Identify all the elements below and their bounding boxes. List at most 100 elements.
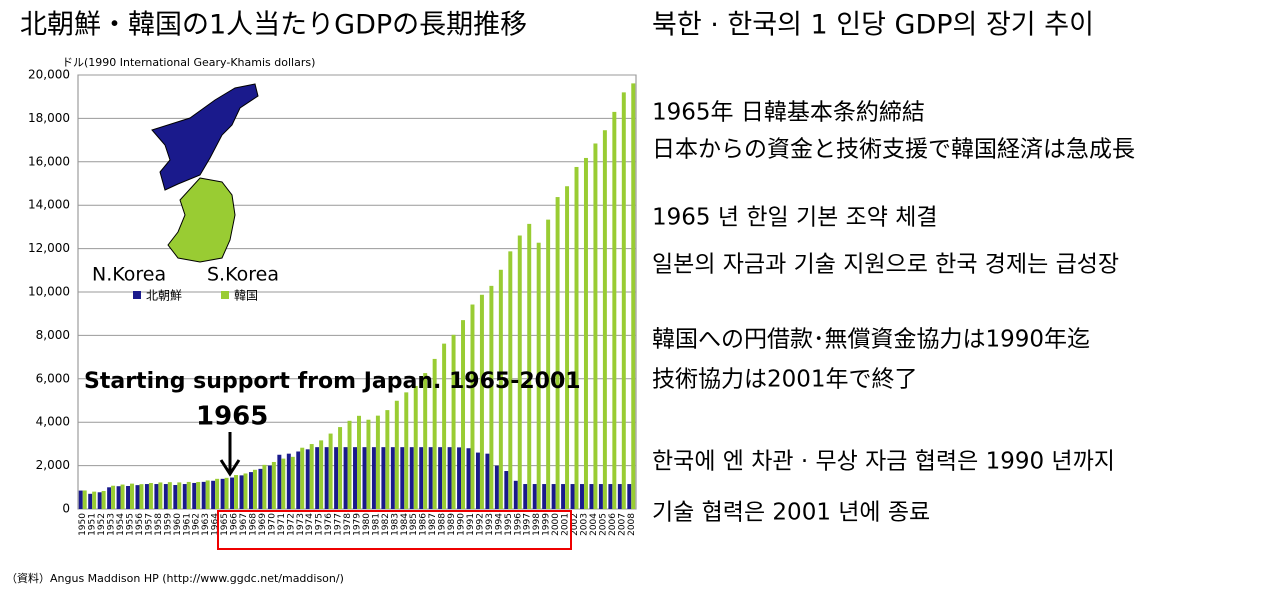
bar (551, 484, 556, 509)
bar (101, 490, 106, 509)
x-tick-label: 1981 (371, 513, 381, 536)
bar (475, 452, 480, 509)
bar (580, 484, 584, 509)
y-tick-label: 4,000 (36, 415, 70, 429)
x-tick-label: 1985 (409, 513, 419, 536)
y-tick-label: 2,000 (36, 458, 70, 472)
bar (423, 373, 428, 509)
bar (220, 478, 225, 509)
bar (536, 242, 541, 509)
bar (593, 143, 598, 509)
note: 韓国への円借款･無償資金協力は1990年迄 (652, 327, 1090, 353)
bar (631, 83, 636, 510)
bar (215, 478, 220, 509)
bar (120, 484, 125, 509)
note: 技術協力は2001年で終了 (652, 367, 918, 393)
x-tick-label: 1954 (116, 513, 126, 536)
x-tick-label: 1950 (78, 513, 88, 536)
bar (404, 392, 409, 509)
bar (447, 447, 452, 509)
x-tick-label: 1974 (305, 513, 315, 536)
arrow (219, 432, 241, 477)
bar (248, 472, 253, 509)
x-tick-label: 1966 (230, 513, 240, 536)
bar (211, 480, 216, 509)
x-tick-label: 1998 (532, 513, 542, 536)
x-tick-label: 1955 (126, 513, 136, 536)
bar (158, 482, 163, 509)
x-tick-label: 1994 (494, 513, 504, 536)
bar (513, 480, 518, 509)
legend-swatch (221, 291, 229, 299)
x-tick-label: 1961 (182, 513, 192, 536)
bar (328, 433, 333, 509)
bar (305, 449, 310, 509)
x-tick-label: 1989 (447, 513, 457, 536)
bar (555, 197, 560, 509)
x-tick-label: 1983 (390, 513, 400, 536)
bar (542, 484, 547, 509)
x-tick-label: 1986 (419, 513, 429, 536)
legend-label: 韓国 (234, 289, 258, 303)
bar (385, 410, 390, 509)
x-tick-label: 2008 (627, 513, 637, 536)
bar (347, 420, 352, 509)
y-tick-label: 12,000 (28, 241, 70, 255)
source: （資料）Angus Maddison HP (http://www.ggdc.n… (6, 571, 344, 585)
legend-label: 北朝鮮 (146, 289, 182, 303)
bar (438, 447, 443, 509)
x-tick-label: 1976 (324, 513, 334, 536)
bar (126, 485, 131, 509)
x-tick-label: 1992 (475, 513, 485, 536)
bar (230, 477, 235, 509)
bar (527, 223, 532, 509)
x-tick-label: 1978 (343, 513, 353, 536)
x-tick-label: 1958 (154, 513, 164, 536)
y-tick-label: 20,000 (28, 68, 70, 82)
x-tick-label: 1952 (97, 513, 107, 536)
bar (532, 484, 537, 509)
x-tick-label: 1957 (144, 513, 154, 536)
x-tick-label: 1991 (466, 513, 476, 536)
x-tick-label: 2004 (589, 513, 599, 536)
bar (271, 461, 276, 509)
x-tick-label: 1965 (220, 513, 230, 536)
x-tick-label: 1969 (258, 513, 268, 536)
y-tick-label: 6,000 (36, 371, 70, 385)
map-label: S.Korea (207, 264, 279, 286)
x-tick-label: 2002 (570, 513, 580, 536)
bar (267, 465, 272, 509)
bar (461, 320, 466, 509)
bar (338, 427, 343, 509)
y-axis-label: ドル(1990 International Geary-Khamis dolla… (62, 56, 315, 69)
bar (315, 447, 320, 509)
bar (262, 464, 267, 509)
bar (451, 334, 456, 509)
x-tick-label: 1968 (248, 513, 258, 536)
bar (234, 475, 239, 509)
bar (432, 358, 437, 509)
y-tick-label: 8,000 (36, 328, 70, 342)
x-tick-label: 1963 (201, 513, 211, 536)
bar (489, 285, 494, 509)
bar (154, 484, 159, 509)
bar (400, 447, 405, 509)
bar (485, 453, 490, 509)
north-korea-map (151, 83, 259, 191)
x-tick-label: 1980 (362, 513, 372, 536)
bar (546, 219, 551, 509)
x-tick-label: 1984 (400, 513, 410, 536)
x-tick-label: 1996 (513, 513, 523, 536)
bar (498, 269, 503, 509)
y-tick-label: 0 (62, 502, 70, 516)
note: 日本からの資金と技術支援で韓国経済は急成長 (652, 137, 1135, 163)
bar (97, 492, 102, 509)
chart-subtitle: 북한 · 한국의 1 인당 GDP의 장기 추이 (652, 10, 1094, 41)
x-tick-label: 2006 (608, 513, 618, 536)
bar (419, 447, 424, 509)
bar (561, 484, 566, 509)
x-tick-label: 1964 (211, 513, 221, 536)
bar (182, 484, 187, 509)
bar (375, 415, 380, 509)
